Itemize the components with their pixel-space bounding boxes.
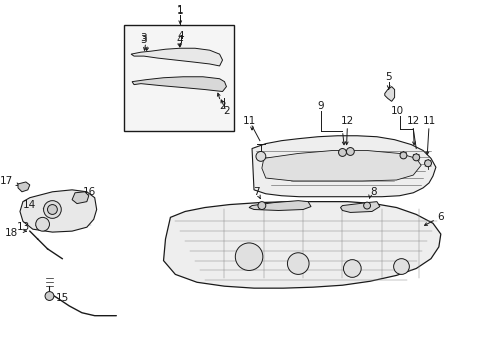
- Circle shape: [47, 204, 57, 215]
- Text: 3: 3: [140, 35, 147, 45]
- Text: 14: 14: [22, 199, 36, 210]
- Text: 8: 8: [370, 187, 377, 197]
- Circle shape: [36, 217, 49, 231]
- Polygon shape: [251, 136, 435, 197]
- Polygon shape: [131, 48, 222, 66]
- Text: 11: 11: [242, 116, 255, 126]
- Circle shape: [346, 148, 354, 156]
- Circle shape: [363, 202, 370, 209]
- Polygon shape: [384, 87, 394, 101]
- Polygon shape: [262, 150, 420, 181]
- Circle shape: [343, 260, 361, 277]
- Text: 1: 1: [177, 5, 183, 15]
- Text: 17: 17: [0, 176, 13, 186]
- Circle shape: [399, 152, 406, 159]
- Text: 4: 4: [176, 35, 182, 45]
- Polygon shape: [248, 201, 310, 211]
- Circle shape: [287, 253, 308, 274]
- Text: 15: 15: [56, 293, 69, 303]
- Circle shape: [338, 149, 346, 156]
- Text: 9: 9: [317, 101, 324, 111]
- Circle shape: [424, 160, 430, 167]
- Text: 4: 4: [177, 31, 183, 41]
- Bar: [124, 24, 234, 131]
- Circle shape: [255, 152, 265, 161]
- Text: 12: 12: [406, 116, 419, 126]
- Text: 13: 13: [17, 222, 30, 232]
- Text: 11: 11: [422, 116, 435, 126]
- Text: 2: 2: [223, 106, 229, 116]
- Circle shape: [43, 201, 61, 219]
- Text: 16: 16: [83, 187, 96, 197]
- Text: 1: 1: [177, 6, 183, 16]
- Circle shape: [393, 259, 408, 274]
- Text: 6: 6: [437, 212, 443, 222]
- Polygon shape: [340, 202, 379, 212]
- Polygon shape: [163, 202, 440, 288]
- Text: 10: 10: [390, 106, 403, 116]
- Polygon shape: [20, 190, 97, 232]
- Text: 18: 18: [5, 228, 18, 238]
- Polygon shape: [72, 192, 89, 204]
- Circle shape: [412, 154, 419, 161]
- Circle shape: [235, 243, 263, 270]
- Polygon shape: [132, 77, 226, 91]
- Text: 5: 5: [385, 72, 391, 82]
- Polygon shape: [18, 182, 30, 192]
- Circle shape: [45, 292, 54, 301]
- Circle shape: [257, 202, 265, 210]
- Text: 7: 7: [252, 187, 259, 197]
- Text: 12: 12: [340, 116, 353, 126]
- Text: 3: 3: [140, 33, 147, 44]
- Text: 2: 2: [219, 101, 225, 111]
